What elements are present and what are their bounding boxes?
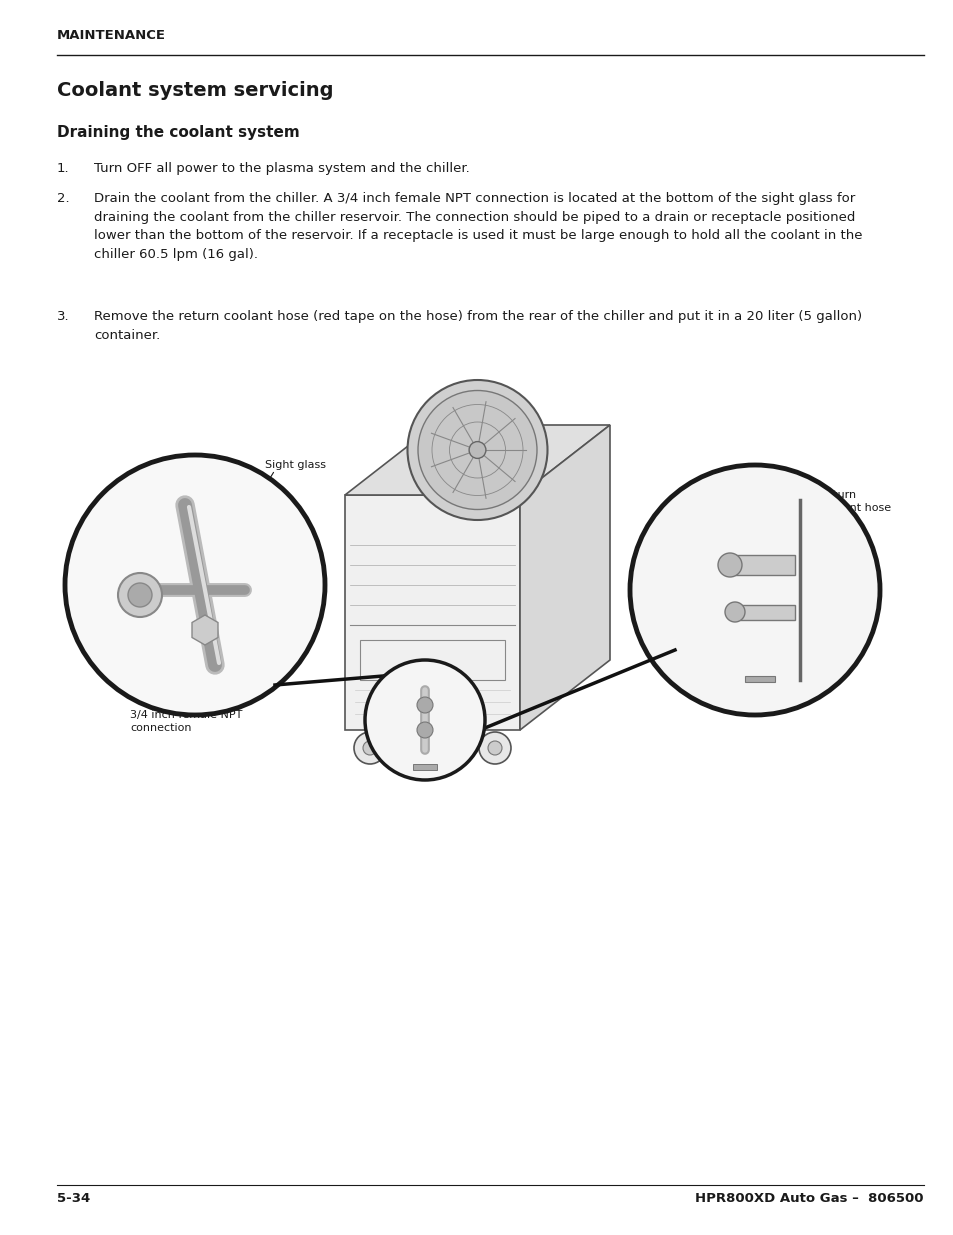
Circle shape	[416, 722, 433, 739]
Text: Turn OFF all power to the plasma system and the chiller.: Turn OFF all power to the plasma system …	[94, 162, 469, 175]
Text: MAINTENANCE: MAINTENANCE	[57, 28, 166, 42]
Text: Remove the return coolant hose (red tape on the hose) from the rear of the chill: Remove the return coolant hose (red tape…	[94, 310, 862, 342]
Polygon shape	[519, 425, 609, 730]
Text: 2.: 2.	[57, 191, 70, 205]
Circle shape	[118, 573, 162, 618]
Polygon shape	[734, 555, 794, 576]
Circle shape	[417, 390, 537, 510]
Circle shape	[629, 466, 879, 715]
Circle shape	[354, 732, 386, 764]
Text: Sight glass: Sight glass	[265, 459, 326, 471]
Circle shape	[363, 741, 376, 755]
Polygon shape	[740, 605, 794, 620]
Polygon shape	[744, 676, 774, 682]
Text: Coolant system servicing: Coolant system servicing	[57, 82, 334, 100]
Polygon shape	[413, 764, 436, 769]
Circle shape	[478, 732, 511, 764]
Circle shape	[365, 659, 484, 781]
Polygon shape	[192, 615, 218, 645]
Text: 3/4 inch female NPT
connection: 3/4 inch female NPT connection	[130, 710, 242, 734]
Text: Return
coolant hose: Return coolant hose	[820, 490, 890, 514]
Circle shape	[718, 553, 741, 577]
Circle shape	[724, 601, 744, 622]
Circle shape	[407, 380, 547, 520]
Circle shape	[128, 583, 152, 606]
Text: HPR800XD Auto Gas –  806500: HPR800XD Auto Gas – 806500	[695, 1192, 923, 1205]
Polygon shape	[345, 425, 609, 495]
Circle shape	[65, 454, 325, 715]
Text: Drain the coolant from the chiller. A 3/4 inch female NPT connection is located : Drain the coolant from the chiller. A 3/…	[94, 191, 862, 261]
Text: 1.: 1.	[57, 162, 70, 175]
Text: Draining the coolant system: Draining the coolant system	[57, 125, 299, 140]
Circle shape	[416, 697, 433, 713]
Circle shape	[469, 442, 485, 458]
Text: 3.: 3.	[57, 310, 70, 324]
Circle shape	[488, 741, 501, 755]
Text: 5-34: 5-34	[57, 1192, 91, 1205]
Polygon shape	[345, 495, 519, 730]
